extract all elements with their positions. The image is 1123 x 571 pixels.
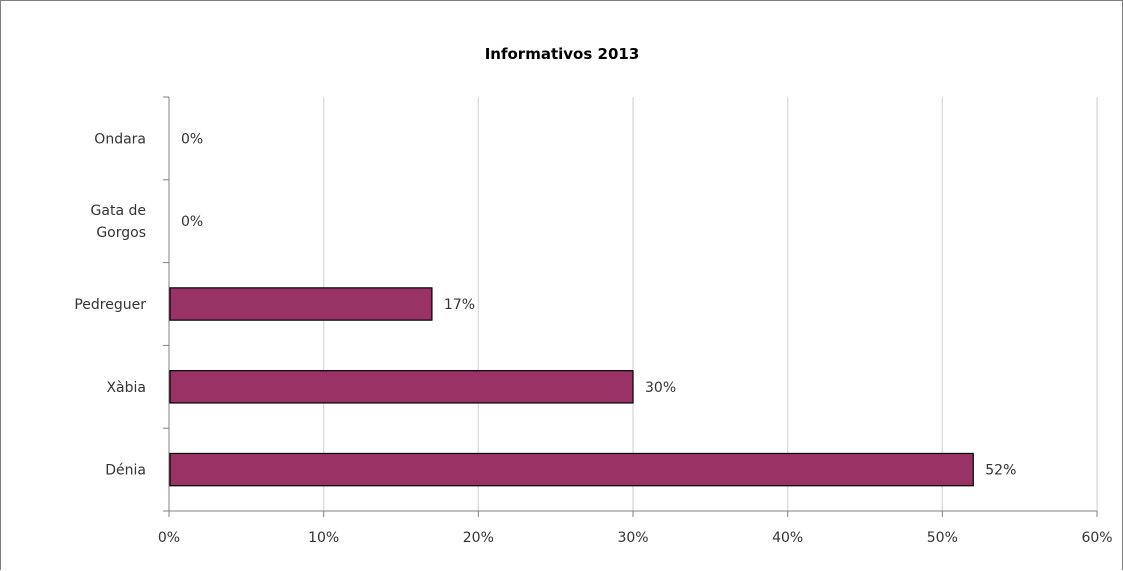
y-category-label-line: Gorgos [96,225,146,241]
x-tick-label: 50% [927,530,958,546]
x-tick-label: 30% [617,530,648,546]
grid-layer [323,97,1098,511]
data-label: 17% [444,297,475,313]
y-category-label-line: Dénia [105,463,146,479]
data-label: 52% [985,463,1016,479]
y-category-label: Gata de Gorgos [91,203,146,241]
data-label: 0% [181,214,203,230]
bar [169,287,433,321]
x-tick-label: 10% [308,530,339,546]
label-layer: 0% 10% 20% 30% 40% 50% 60% Dénia 52% Xàbia 30% Pedr… [74,131,1112,546]
axis-layer [163,96,1098,517]
data-label: 0% [181,131,203,147]
x-tick-label: 60% [1081,530,1112,546]
data-label: 30% [645,380,676,396]
y-category-label: Pedreguer [74,297,146,313]
y-category-label: Dénia [105,463,146,479]
x-tick-label: 0% [158,530,180,546]
x-tick-label: 40% [772,530,803,546]
y-category-label: Ondara [94,131,146,147]
x-tick-label: 20% [463,530,494,546]
y-category-label-line: Gata de [91,203,146,219]
y-category-label: Xàbia [106,380,146,396]
chart-title: Informativos 2013 [485,45,640,63]
bar-layer [169,287,974,487]
bar [169,452,974,487]
y-category-label-line: Xàbia [106,380,146,396]
bar [169,370,634,404]
y-category-label-line: Pedreguer [74,297,146,313]
y-category-label-line: Ondara [94,131,146,147]
